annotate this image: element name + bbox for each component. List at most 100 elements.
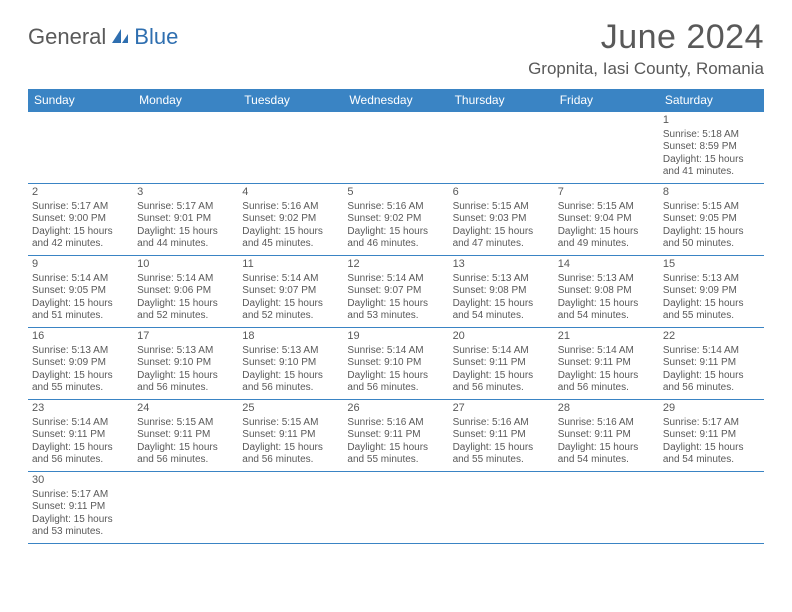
calendar-row: 9Sunrise: 5:14 AMSunset: 9:05 PMDaylight…	[28, 256, 764, 328]
day-number: 6	[453, 186, 550, 200]
day-number: 25	[242, 402, 339, 416]
calendar-cell	[133, 112, 238, 184]
day-number: 17	[137, 330, 234, 344]
calendar-cell: 23Sunrise: 5:14 AMSunset: 9:11 PMDayligh…	[28, 400, 133, 472]
day-number: 1	[663, 114, 760, 128]
sunset-line: Sunset: 9:06 PM	[137, 285, 234, 298]
sunrise-line: Sunrise: 5:15 AM	[663, 201, 760, 214]
daylight-line: Daylight: 15 hours and 54 minutes.	[453, 298, 550, 323]
sunset-line: Sunset: 9:00 PM	[32, 213, 129, 226]
sunset-line: Sunset: 9:08 PM	[558, 285, 655, 298]
sunset-line: Sunset: 9:11 PM	[453, 429, 550, 442]
day-number: 19	[347, 330, 444, 344]
sunrise-line: Sunrise: 5:16 AM	[453, 417, 550, 430]
calendar-cell	[554, 112, 659, 184]
day-number: 14	[558, 258, 655, 272]
sunset-line: Sunset: 9:05 PM	[663, 213, 760, 226]
sunset-line: Sunset: 9:05 PM	[32, 285, 129, 298]
logo-text-b: Blue	[134, 24, 178, 50]
day-header: Thursday	[449, 89, 554, 112]
day-number: 21	[558, 330, 655, 344]
daylight-line: Daylight: 15 hours and 47 minutes.	[453, 226, 550, 251]
calendar-cell	[343, 112, 448, 184]
calendar-cell: 21Sunrise: 5:14 AMSunset: 9:11 PMDayligh…	[554, 328, 659, 400]
sunset-line: Sunset: 8:59 PM	[663, 141, 760, 154]
sunrise-line: Sunrise: 5:16 AM	[242, 201, 339, 214]
sunset-line: Sunset: 9:08 PM	[453, 285, 550, 298]
calendar-cell: 17Sunrise: 5:13 AMSunset: 9:10 PMDayligh…	[133, 328, 238, 400]
day-number: 24	[137, 402, 234, 416]
sunrise-line: Sunrise: 5:14 AM	[663, 345, 760, 358]
calendar-cell	[343, 472, 448, 544]
calendar-cell: 20Sunrise: 5:14 AMSunset: 9:11 PMDayligh…	[449, 328, 554, 400]
sunrise-line: Sunrise: 5:17 AM	[32, 201, 129, 214]
daylight-line: Daylight: 15 hours and 51 minutes.	[32, 298, 129, 323]
sunset-line: Sunset: 9:11 PM	[242, 429, 339, 442]
calendar-cell	[28, 112, 133, 184]
sunset-line: Sunset: 9:07 PM	[242, 285, 339, 298]
day-number: 2	[32, 186, 129, 200]
sunrise-line: Sunrise: 5:17 AM	[663, 417, 760, 430]
sunset-line: Sunset: 9:11 PM	[558, 357, 655, 370]
sunset-line: Sunset: 9:11 PM	[347, 429, 444, 442]
day-number: 16	[32, 330, 129, 344]
sunset-line: Sunset: 9:01 PM	[137, 213, 234, 226]
header: General Blue June 2024 Gropnita, Iasi Co…	[28, 18, 764, 79]
calendar-row: 2Sunrise: 5:17 AMSunset: 9:00 PMDaylight…	[28, 184, 764, 256]
daylight-line: Daylight: 15 hours and 56 minutes.	[137, 370, 234, 395]
day-number: 10	[137, 258, 234, 272]
day-number: 18	[242, 330, 339, 344]
daylight-line: Daylight: 15 hours and 55 minutes.	[32, 370, 129, 395]
title-block: June 2024 Gropnita, Iasi County, Romania	[528, 18, 764, 79]
day-header: Friday	[554, 89, 659, 112]
sunrise-line: Sunrise: 5:14 AM	[347, 345, 444, 358]
calendar-cell: 12Sunrise: 5:14 AMSunset: 9:07 PMDayligh…	[343, 256, 448, 328]
calendar-row: 1Sunrise: 5:18 AMSunset: 8:59 PMDaylight…	[28, 112, 764, 184]
sunrise-line: Sunrise: 5:17 AM	[137, 201, 234, 214]
logo-sail-icon	[110, 27, 130, 47]
sunrise-line: Sunrise: 5:14 AM	[242, 273, 339, 286]
daylight-line: Daylight: 15 hours and 55 minutes.	[347, 442, 444, 467]
daylight-line: Daylight: 15 hours and 45 minutes.	[242, 226, 339, 251]
day-header: Monday	[133, 89, 238, 112]
day-header: Saturday	[659, 89, 764, 112]
sunrise-line: Sunrise: 5:13 AM	[558, 273, 655, 286]
sunrise-line: Sunrise: 5:13 AM	[453, 273, 550, 286]
daylight-line: Daylight: 15 hours and 50 minutes.	[663, 226, 760, 251]
sunset-line: Sunset: 9:09 PM	[663, 285, 760, 298]
sunrise-line: Sunrise: 5:16 AM	[347, 201, 444, 214]
calendar-cell	[238, 472, 343, 544]
sunrise-line: Sunrise: 5:13 AM	[137, 345, 234, 358]
daylight-line: Daylight: 15 hours and 55 minutes.	[453, 442, 550, 467]
calendar-cell: 28Sunrise: 5:16 AMSunset: 9:11 PMDayligh…	[554, 400, 659, 472]
calendar-cell	[238, 112, 343, 184]
sunrise-line: Sunrise: 5:13 AM	[663, 273, 760, 286]
day-number: 15	[663, 258, 760, 272]
day-number: 5	[347, 186, 444, 200]
month-title: June 2024	[528, 18, 764, 57]
calendar-cell: 22Sunrise: 5:14 AMSunset: 9:11 PMDayligh…	[659, 328, 764, 400]
calendar-body: 1Sunrise: 5:18 AMSunset: 8:59 PMDaylight…	[28, 112, 764, 544]
day-header: Tuesday	[238, 89, 343, 112]
sunrise-line: Sunrise: 5:15 AM	[242, 417, 339, 430]
calendar-cell: 2Sunrise: 5:17 AMSunset: 9:00 PMDaylight…	[28, 184, 133, 256]
daylight-line: Daylight: 15 hours and 54 minutes.	[663, 442, 760, 467]
calendar-cell: 11Sunrise: 5:14 AMSunset: 9:07 PMDayligh…	[238, 256, 343, 328]
sunset-line: Sunset: 9:03 PM	[453, 213, 550, 226]
sunrise-line: Sunrise: 5:13 AM	[242, 345, 339, 358]
daylight-line: Daylight: 15 hours and 52 minutes.	[242, 298, 339, 323]
daylight-line: Daylight: 15 hours and 56 minutes.	[32, 442, 129, 467]
day-number: 26	[347, 402, 444, 416]
daylight-line: Daylight: 15 hours and 56 minutes.	[242, 442, 339, 467]
calendar-cell: 29Sunrise: 5:17 AMSunset: 9:11 PMDayligh…	[659, 400, 764, 472]
sunrise-line: Sunrise: 5:15 AM	[558, 201, 655, 214]
daylight-line: Daylight: 15 hours and 46 minutes.	[347, 226, 444, 251]
daylight-line: Daylight: 15 hours and 56 minutes.	[242, 370, 339, 395]
calendar-cell: 26Sunrise: 5:16 AMSunset: 9:11 PMDayligh…	[343, 400, 448, 472]
daylight-line: Daylight: 15 hours and 53 minutes.	[347, 298, 444, 323]
day-number: 27	[453, 402, 550, 416]
calendar-cell: 6Sunrise: 5:15 AMSunset: 9:03 PMDaylight…	[449, 184, 554, 256]
sunset-line: Sunset: 9:02 PM	[347, 213, 444, 226]
day-number: 23	[32, 402, 129, 416]
day-number: 4	[242, 186, 339, 200]
